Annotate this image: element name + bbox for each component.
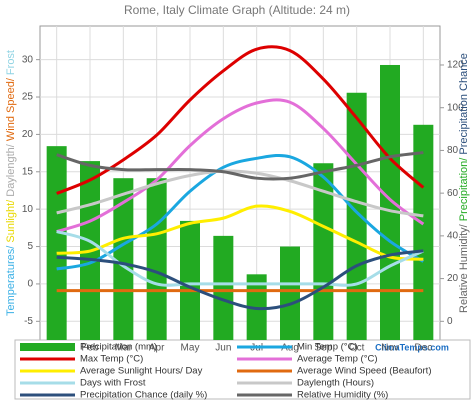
y2-axis-label-part: Precipitation Chance xyxy=(458,53,470,155)
y-tick-label: 30 xyxy=(22,54,34,65)
y2-tick-label: 100 xyxy=(447,102,464,113)
bar xyxy=(113,178,134,340)
legend-label: Average Temp (°C) xyxy=(297,354,378,365)
bar xyxy=(280,246,300,340)
legend-label: Precipitation Chance (daily %) xyxy=(80,390,207,400)
line xyxy=(56,151,424,181)
bar xyxy=(346,92,367,340)
line xyxy=(56,204,424,261)
legend-label: Relative Humidity (%) xyxy=(297,390,388,400)
x-tick-label: May xyxy=(181,343,200,354)
watermark: ClimaTemps.com xyxy=(375,342,449,352)
legend-label: Precipitation (mm) xyxy=(80,342,157,353)
y2-tick-label: 20 xyxy=(447,273,459,284)
x-tick-label: Jun xyxy=(215,343,231,354)
y2-axis-label: Relative Humidity/ Precipitation/ Precip… xyxy=(458,53,470,313)
x-tick-label: Nov xyxy=(381,343,399,354)
line xyxy=(56,98,425,234)
y-tick-label: 25 xyxy=(22,92,34,103)
line xyxy=(56,45,425,195)
legend-swatch xyxy=(20,343,75,351)
y-axis-label-part: Daylength/ xyxy=(5,141,17,197)
y-axis-label-part: Wind Speed/ xyxy=(5,75,17,141)
y-tick-label: 15 xyxy=(22,166,34,177)
y-axis-label-part: Sunlight/ xyxy=(5,197,17,243)
y2-tick-label: 80 xyxy=(447,145,459,156)
y-axis-label-part: Temperatures/ xyxy=(5,243,17,316)
y2-tick-label: 0 xyxy=(447,316,453,327)
legend: Precipitation (mm) Min Temp (°C) Max Temp … xyxy=(20,342,431,400)
legend-label: Average Sunlight Hours/ Day xyxy=(80,366,203,377)
y-tick-label: -5 xyxy=(24,316,33,327)
legend-label: Min Temp (°C) xyxy=(297,342,358,353)
line xyxy=(56,153,425,271)
line xyxy=(56,249,424,311)
chart-title: Rome, Italy Climate Graph (Altitude: 24 … xyxy=(124,3,350,17)
bar xyxy=(180,220,200,340)
x-tick-label: Mar xyxy=(115,343,133,354)
x-tick-label: Sep xyxy=(314,343,332,354)
y-tick-label: 5 xyxy=(27,241,33,252)
legend-label: Average Wind Speed (Beaufort) xyxy=(297,366,431,377)
y-tick-label: 10 xyxy=(22,204,34,215)
bar xyxy=(413,124,434,341)
y-axis-label-part: Frost xyxy=(5,50,17,75)
y2-tick-label: 120 xyxy=(447,60,464,71)
bar xyxy=(380,64,400,340)
x-tick-label: Oct xyxy=(349,343,365,354)
bar xyxy=(313,163,334,340)
legend-label: Max Temp (°C) xyxy=(80,354,143,365)
bar xyxy=(146,178,167,340)
y2-axis-label-part: Precipitation/ xyxy=(458,155,470,222)
bar xyxy=(46,146,67,340)
y-tick-label: 0 xyxy=(27,279,33,290)
x-tick-label: Dec xyxy=(414,343,432,354)
y-axis-label: Temperatures/ Sunlight/ Daylength/ Wind … xyxy=(5,50,17,316)
bar xyxy=(213,235,234,340)
y2-tick-label: 60 xyxy=(447,188,459,199)
y2-tick-label: 40 xyxy=(447,231,459,242)
y-tick-label: 20 xyxy=(22,129,34,140)
y2-axis-label-part: Relative Humidity/ xyxy=(458,221,470,313)
line xyxy=(56,169,424,218)
x-tick-label: Apr xyxy=(149,343,165,354)
legend-label: Daylength (Hours) xyxy=(297,378,374,389)
x-tick-label: Feb xyxy=(81,343,99,354)
legend-label: Days with Frost xyxy=(80,378,146,389)
